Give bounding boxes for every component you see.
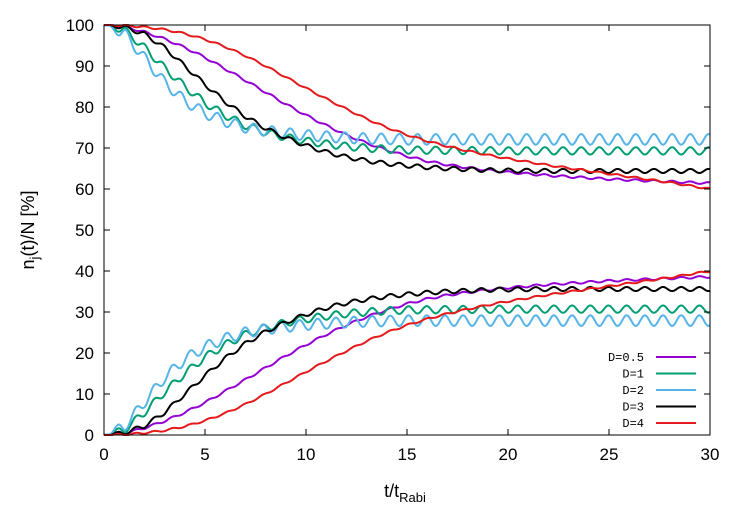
series-line-D-4-lower (104, 270, 711, 436)
y-axis-label-rest: (t)/N [%] (18, 191, 38, 257)
y-tick-label: 0 (85, 426, 94, 445)
series-line-D-3-lower (103, 286, 711, 436)
series-line-D-4-upper (104, 24, 711, 190)
x-tick-label: 20 (499, 445, 518, 464)
y-tick-label: 80 (75, 98, 94, 117)
x-tick-label: 25 (600, 445, 619, 464)
x-tick-label: 15 (398, 445, 417, 464)
series-line-D-0-5-upper (103, 24, 711, 185)
y-axis-label-main: n (18, 259, 38, 269)
plot-frame (103, 24, 711, 436)
x-tick-label: 30 (701, 445, 720, 464)
series-line-D-0-5-lower (103, 275, 711, 436)
x-ticks: 0 5 10 15 20 25 30 (99, 25, 719, 464)
x-tick-label: 5 (200, 445, 209, 464)
y-tick-label: 40 (75, 262, 94, 281)
legend-label: D=4 (622, 417, 644, 431)
y-ticks: 0 10 20 30 40 50 60 70 80 90 100 (66, 16, 710, 445)
series-line-D-1-upper (103, 24, 711, 156)
x-axis-label: t/tRabi (384, 481, 426, 505)
y-tick-label: 10 (75, 385, 94, 404)
series-line-D-3-upper (103, 24, 711, 174)
x-tick-label: 0 (99, 445, 108, 464)
x-axis-label-main: t/t (384, 481, 399, 501)
y-tick-label: 30 (75, 303, 94, 322)
y-tick-label: 90 (75, 57, 94, 76)
x-tick-label: 10 (297, 445, 316, 464)
y-tick-label: 100 (66, 16, 94, 35)
x-axis-label-subscript: Rabi (399, 490, 426, 505)
series-line-D-2-upper (103, 24, 711, 146)
legend-label: D=2 (622, 384, 644, 398)
legend-label: D=1 (622, 368, 644, 382)
series-line-D-2-lower (103, 314, 711, 436)
y-tick-label: 70 (75, 139, 94, 158)
series-group (103, 24, 711, 436)
series-line-D-1-lower (103, 304, 711, 436)
legend: D=0.5 D=1 D=2 D=3 D=4 (608, 351, 696, 431)
y-axis-label: nj(t)/N [%] (18, 191, 42, 270)
y-tick-label: 20 (75, 344, 94, 363)
y-tick-label: 60 (75, 180, 94, 199)
legend-label: D=3 (622, 401, 644, 415)
y-tick-label: 50 (75, 221, 94, 240)
y-axis-label-subscript: j (27, 256, 42, 260)
legend-label: D=0.5 (608, 351, 644, 365)
